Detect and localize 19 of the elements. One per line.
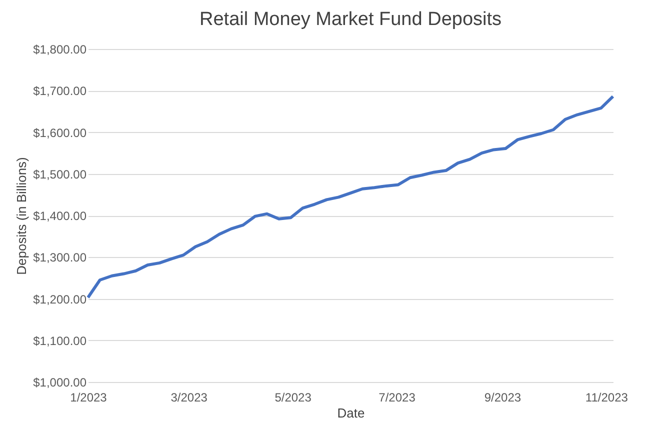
y-tick-label: $1,200.00 <box>33 292 87 306</box>
y-tick-label: $1,500.00 <box>33 167 87 182</box>
x-tick-label: 1/2023 <box>70 390 108 404</box>
x-tick-label: 3/2023 <box>170 390 208 404</box>
y-tick-label: $1,700.00 <box>33 84 87 98</box>
line-series <box>86 94 614 299</box>
y-tick-label: $1,300.00 <box>33 250 87 265</box>
y-tick-label: $1,100.00 <box>33 334 87 348</box>
y-axis-title: Deposits (in Billions) <box>14 157 30 275</box>
y-tick-label: $1,800.00 <box>33 42 87 56</box>
y-tick-label: $1,000.00 <box>33 376 87 390</box>
x-axis-title: Date <box>337 406 365 420</box>
y-tick-label: $1,400.00 <box>33 209 87 223</box>
y-tick-label: $1,600.00 <box>33 126 87 140</box>
x-tick-label: 5/2023 <box>274 390 312 404</box>
x-tick-label: 11/2023 <box>585 390 628 404</box>
x-tick-label: 7/2023 <box>378 390 416 404</box>
chart-title: Retail Money Market Fund Deposits <box>199 9 502 30</box>
x-tick-label: 9/2023 <box>484 390 522 404</box>
